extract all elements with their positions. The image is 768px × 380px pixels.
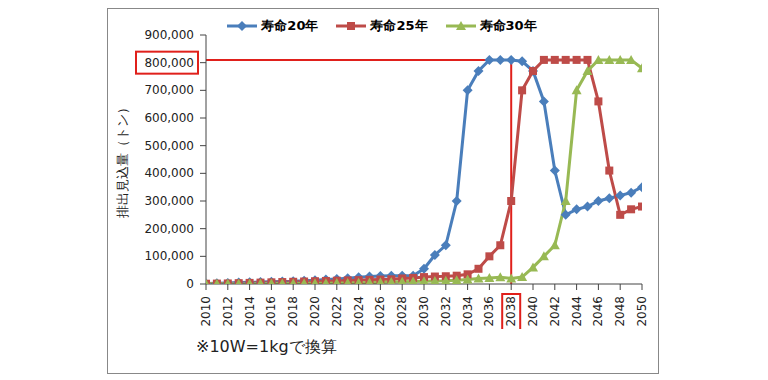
svg-text:2048: 2048 [613,296,627,327]
svg-text:2028: 2028 [395,296,409,327]
svg-text:2042: 2042 [548,296,562,327]
svg-text:2040: 2040 [526,296,540,327]
svg-text:2022: 2022 [330,296,344,327]
html-text:寿命30年: 寿命30年 [479,18,537,33]
svg-text:2036: 2036 [482,296,496,327]
html-text:寿命20年: 寿命20年 [261,18,319,33]
svg-text:700,000: 700,000 [144,83,194,97]
svg-text:100,000: 100,000 [144,249,194,263]
svg-text:2026: 2026 [373,296,387,327]
svg-text:900,000: 900,000 [144,28,194,42]
svg-text:2044: 2044 [570,296,584,327]
svg-text:2050: 2050 [635,296,649,327]
svg-text:600,000: 600,000 [144,111,194,125]
svg-text:2014: 2014 [243,296,257,327]
svg-text:2018: 2018 [286,296,300,327]
svg-text:2020: 2020 [308,296,322,327]
svg-text:2034: 2034 [461,296,475,327]
svg-text:0: 0 [186,277,194,291]
svg-text:2032: 2032 [439,296,453,327]
svg-text:300,000: 300,000 [144,194,194,208]
svg-text:2030: 2030 [417,296,431,327]
svg-text:2046: 2046 [591,296,605,327]
svg-text:400,000: 400,000 [144,166,194,180]
svg-text:2010: 2010 [199,296,213,327]
svg-text:2016: 2016 [264,296,278,327]
svg-text:200,000: 200,000 [144,222,194,236]
svg-text:2012: 2012 [221,296,235,327]
html-text:※10W=1kgで換算: ※10W=1kgで換算 [196,337,337,356]
svg-text:排出見込量（トン）: 排出見込量（トン） [115,101,130,218]
html-text:寿命25年: 寿命25年 [370,18,428,33]
svg-text:800,000: 800,000 [144,56,194,70]
svg-text:500,000: 500,000 [144,139,194,153]
svg-text:2038: 2038 [504,296,518,327]
svg-text:2024: 2024 [352,296,366,327]
